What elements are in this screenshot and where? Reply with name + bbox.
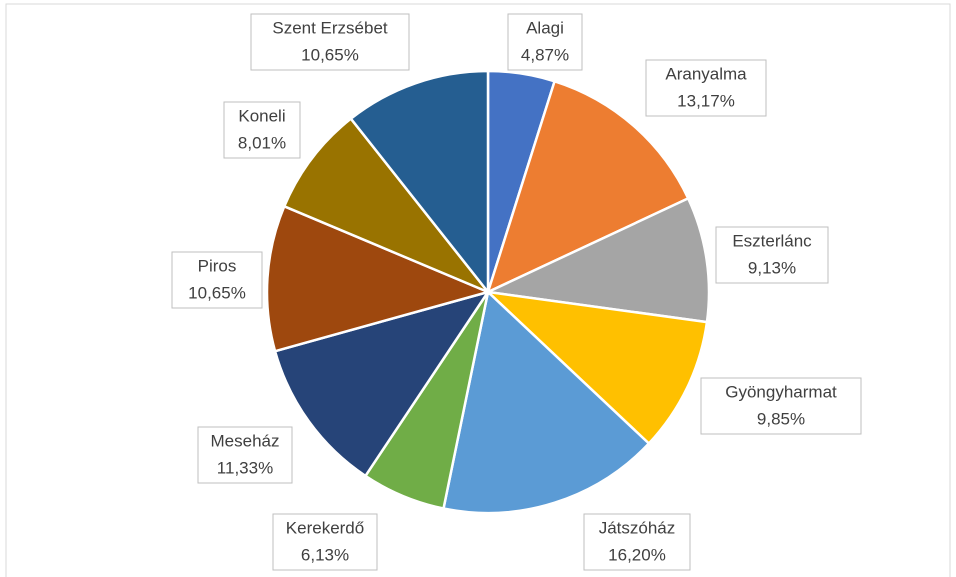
value-label: 10,65% <box>188 283 246 302</box>
pie-slice <box>282 116 489 294</box>
label-box <box>583 513 691 571</box>
slice-label: Játszóház <box>599 518 676 537</box>
label-box <box>272 513 378 571</box>
slice-label: Eszterlánc <box>732 231 812 250</box>
slice-label: Gyöngyharmat <box>725 382 837 401</box>
label-box <box>715 226 829 284</box>
pie-slice <box>483 196 711 324</box>
slice-label: Aranyalma <box>665 64 747 83</box>
label-box <box>250 13 410 71</box>
chart-frame <box>5 3 951 577</box>
pie-slice <box>484 290 709 446</box>
slice-label: Szent Erzsébet <box>272 18 388 37</box>
pie-slice <box>265 204 492 353</box>
value-label: 13,17% <box>677 91 735 110</box>
value-label: 9,13% <box>748 258 796 277</box>
label-box <box>197 426 293 484</box>
label-box <box>507 13 583 71</box>
pie-slice <box>442 289 651 515</box>
value-label: 8,01% <box>238 133 286 152</box>
slice-label: Alagi <box>526 18 564 37</box>
slice-label: Kerekerdő <box>286 518 364 537</box>
label-box <box>223 101 301 159</box>
label-box <box>171 251 263 309</box>
label-box <box>645 59 767 117</box>
slice-label: Koneli <box>238 106 285 125</box>
value-label: 10,65% <box>301 45 359 64</box>
pie-slice <box>485 79 690 295</box>
value-label: 9,85% <box>757 409 805 428</box>
pie-slice <box>273 289 491 478</box>
slice-label: Meseház <box>211 431 280 450</box>
value-label: 6,13% <box>301 545 349 564</box>
value-label: 16,20% <box>608 545 666 564</box>
value-label: 4,87% <box>521 45 569 64</box>
label-box <box>700 377 862 435</box>
value-label: 11,33% <box>217 458 273 477</box>
pie-slice <box>349 69 490 296</box>
slice-label: Piros <box>198 256 237 275</box>
